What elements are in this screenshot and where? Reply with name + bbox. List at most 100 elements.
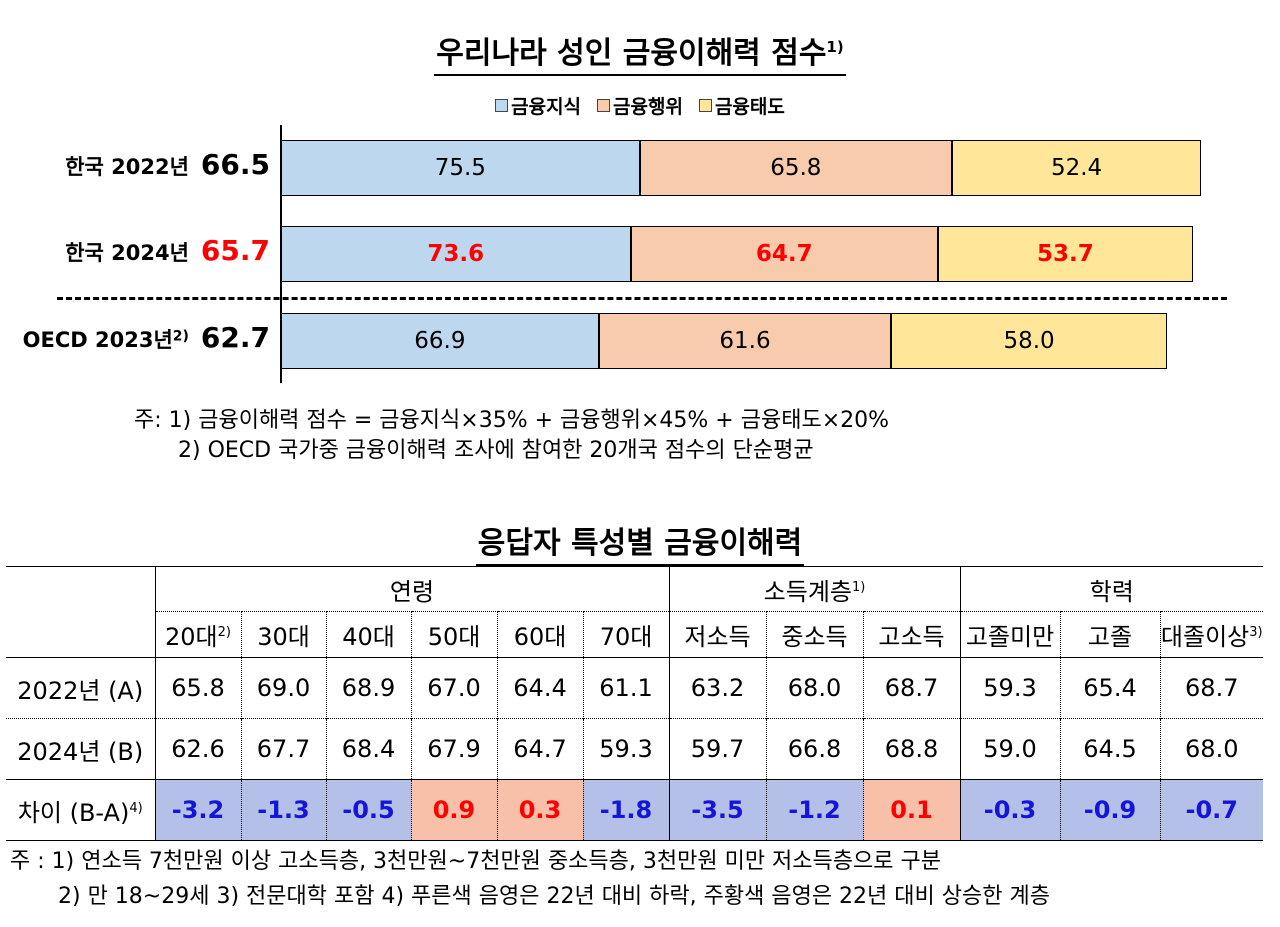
bar-row-label-1: 한국 2024년 65.7	[0, 234, 270, 267]
table-diff-cell-10: -0.9	[1059, 779, 1160, 841]
table-cell-1-8: 68.8	[862, 718, 960, 780]
table-cell-1-3: 67.9	[410, 718, 497, 780]
table-note-2: 2) 만 18~29세 3) 전문대학 포함 4) 푸른색 음영은 22년 대비…	[58, 884, 1050, 909]
table-column-label-8: 고소득	[878, 623, 945, 651]
table-column-header-2: 40대	[325, 611, 411, 658]
table-group-footnote-1: 1)	[851, 579, 866, 595]
table-column-header-7: 중소득	[765, 611, 863, 658]
table-cell-0-0: 65.8	[154, 657, 241, 719]
table-column-header-11: 대졸이상3)	[1159, 611, 1263, 658]
table-column-label-3: 50대	[427, 623, 481, 651]
table-group-label-2: 학력	[1089, 577, 1134, 606]
table-group-header-1: 소득계층1)	[668, 566, 960, 612]
table-column-footnote-11: 3)	[1249, 625, 1263, 640]
table-cell-1-10: 64.5	[1059, 718, 1160, 780]
table-diff-cell-1: -1.3	[240, 779, 326, 841]
legend-item-2: 금융태도	[698, 92, 785, 119]
table-cell-0-8: 68.7	[862, 657, 960, 719]
table-diff-cell-6: -3.5	[668, 779, 766, 841]
table-row-label-0: 2022년 (A)	[6, 657, 155, 719]
bar-row-name-1: 한국 2024년	[65, 241, 189, 265]
table-column-header-10: 고졸	[1059, 611, 1160, 658]
table-diff-cell-9: -0.3	[959, 779, 1060, 841]
table-cell-0-2: 68.9	[325, 657, 411, 719]
bar-row-name-0: 한국 2022년	[65, 155, 189, 179]
table-column-label-6: 저소득	[684, 623, 751, 651]
table-diff-cell-4: 0.3	[496, 779, 583, 841]
legend-item-1: 금융행위	[597, 92, 683, 119]
table-column-header-4: 60대	[496, 611, 583, 658]
table-title-text: 응답자 특성별 금융이해력	[475, 526, 805, 566]
table-cell-0-5: 61.1	[582, 657, 669, 719]
table-diff-cell-2: -0.5	[325, 779, 411, 841]
table-diff-footnote: 4)	[129, 800, 143, 816]
bar-segment-2-2: 58.0	[891, 313, 1167, 369]
bar-row-total-0: 66.5	[200, 148, 270, 181]
bar-segment-1-0: 73.6	[281, 226, 631, 282]
bar-row-total-1: 65.7	[200, 234, 270, 267]
table-column-header-1: 30대	[240, 611, 326, 658]
bar-row-label-2: OECD 2023년2) 62.7	[0, 321, 270, 354]
table-row-label-1: 2024년 (B)	[6, 718, 155, 780]
bar-segment-0-1: 65.8	[639, 140, 953, 196]
table-diff-row: 차이 (B-A)4) -3.2 -1.3 -0.5 0.9 0.3 -1.8 -3.5 -1.2…	[6, 779, 1263, 841]
table-note-1: 주 : 1) 연소득 7천만원 이상 고소득층, 3천만원~7천만원 중소득층,…	[10, 849, 941, 874]
chart-title-footnote: 1)	[826, 38, 844, 56]
table-cell-0-1: 69.0	[240, 657, 326, 719]
legend-swatch-2	[698, 99, 712, 112]
legend-label-1: 금융행위	[613, 96, 683, 118]
table-group-header-2: 학력	[959, 566, 1263, 612]
legend-label-2: 금융태도	[714, 96, 785, 118]
bar-segment-0-0: 75.5	[281, 140, 640, 196]
table-column-label-0: 20대	[165, 623, 218, 651]
table-diff-cell-3: 0.9	[410, 779, 497, 841]
table-column-label-9: 고졸미만	[965, 623, 1055, 651]
table-column-header-6: 저소득	[668, 611, 766, 658]
table-column-label-5: 70대	[599, 623, 653, 651]
table-group-label-0: 연령	[389, 577, 435, 606]
table-column-footnote-0: 2)	[217, 625, 231, 640]
chart-note-1: 주: 1) 금융이해력 점수 = 금융지식×35% + 금융행위×45% + 금…	[134, 408, 890, 433]
table-column-header-5: 70대	[582, 611, 669, 658]
table-cell-1-11: 68.0	[1159, 718, 1263, 780]
table-diff-cell-5: -1.8	[582, 779, 669, 841]
table-cell-1-1: 67.7	[240, 718, 326, 780]
bar-row-total-2: 62.7	[200, 321, 270, 354]
table-column-header-row: 20대2) 30대 40대 50대 60대 70대 저소득 중소득 고소득 고졸미만 고졸 대졸이상3…	[6, 611, 1263, 658]
table-row-1: 2024년 (B) 62.6 67.7 68.4 67.9 64.7 59.3 59.7 66.…	[6, 718, 1263, 780]
bar-segment-0-2: 52.4	[952, 140, 1201, 196]
table-diff-cell-11: -0.7	[1159, 779, 1263, 841]
table-diff-label-text: 차이 (B-A)	[17, 798, 130, 827]
table-column-header-3: 50대	[410, 611, 497, 658]
table-diff-cell-7: -1.2	[765, 779, 863, 841]
legend-label-0: 금융지식	[511, 96, 582, 118]
legend-item-0: 금융지식	[495, 92, 581, 119]
literacy-by-group-table: 연령 소득계층1) 학력 20대2) 30대 40대 50대 60대 70대 저소득 중소득 고소득 고…	[6, 566, 1263, 841]
table-cell-1-6: 59.7	[668, 718, 766, 780]
stacked-bar-chart: 한국 2022년 66.5 75.5 65.8 52.4 한국 2024년 65.7 73.6…	[0, 125, 1280, 387]
bar-row-footnote-2: 2)	[172, 328, 189, 345]
table-diff-cell-0: -3.2	[154, 779, 241, 841]
bar-row-2: 66.9 61.6 58.0	[281, 313, 1167, 369]
table-title: 응답자 특성별 금융이해력	[0, 518, 1280, 566]
table-cell-0-11: 68.7	[1159, 657, 1263, 719]
table-cell-1-2: 68.4	[325, 718, 411, 780]
table-cell-1-7: 66.8	[765, 718, 863, 780]
table-group-header-row: 연령 소득계층1) 학력	[6, 566, 1263, 658]
table-cell-1-4: 64.7	[496, 718, 583, 780]
bar-segment-2-0: 66.9	[281, 313, 599, 369]
table-cell-0-9: 59.3	[959, 657, 1060, 719]
table-corner-cell	[6, 566, 155, 658]
legend-swatch-1	[597, 99, 611, 112]
bar-row-0: 75.5 65.8 52.4	[281, 140, 1201, 196]
table-cell-1-0: 62.6	[154, 718, 241, 780]
table-cell-1-5: 59.3	[582, 718, 669, 780]
table-cell-0-4: 64.4	[496, 657, 583, 719]
bar-row-label-0: 한국 2022년 66.5	[0, 148, 270, 181]
table-group-label-1: 소득계층	[763, 577, 852, 606]
table-column-header-0: 20대2)	[154, 611, 241, 658]
oecd-separator-line	[57, 297, 1227, 300]
table-column-label-11: 대졸이상	[1160, 623, 1250, 651]
chart-title: 우리나라 성인 금융이해력 점수1)	[0, 28, 1280, 76]
table-column-header-8: 고소득	[862, 611, 960, 658]
